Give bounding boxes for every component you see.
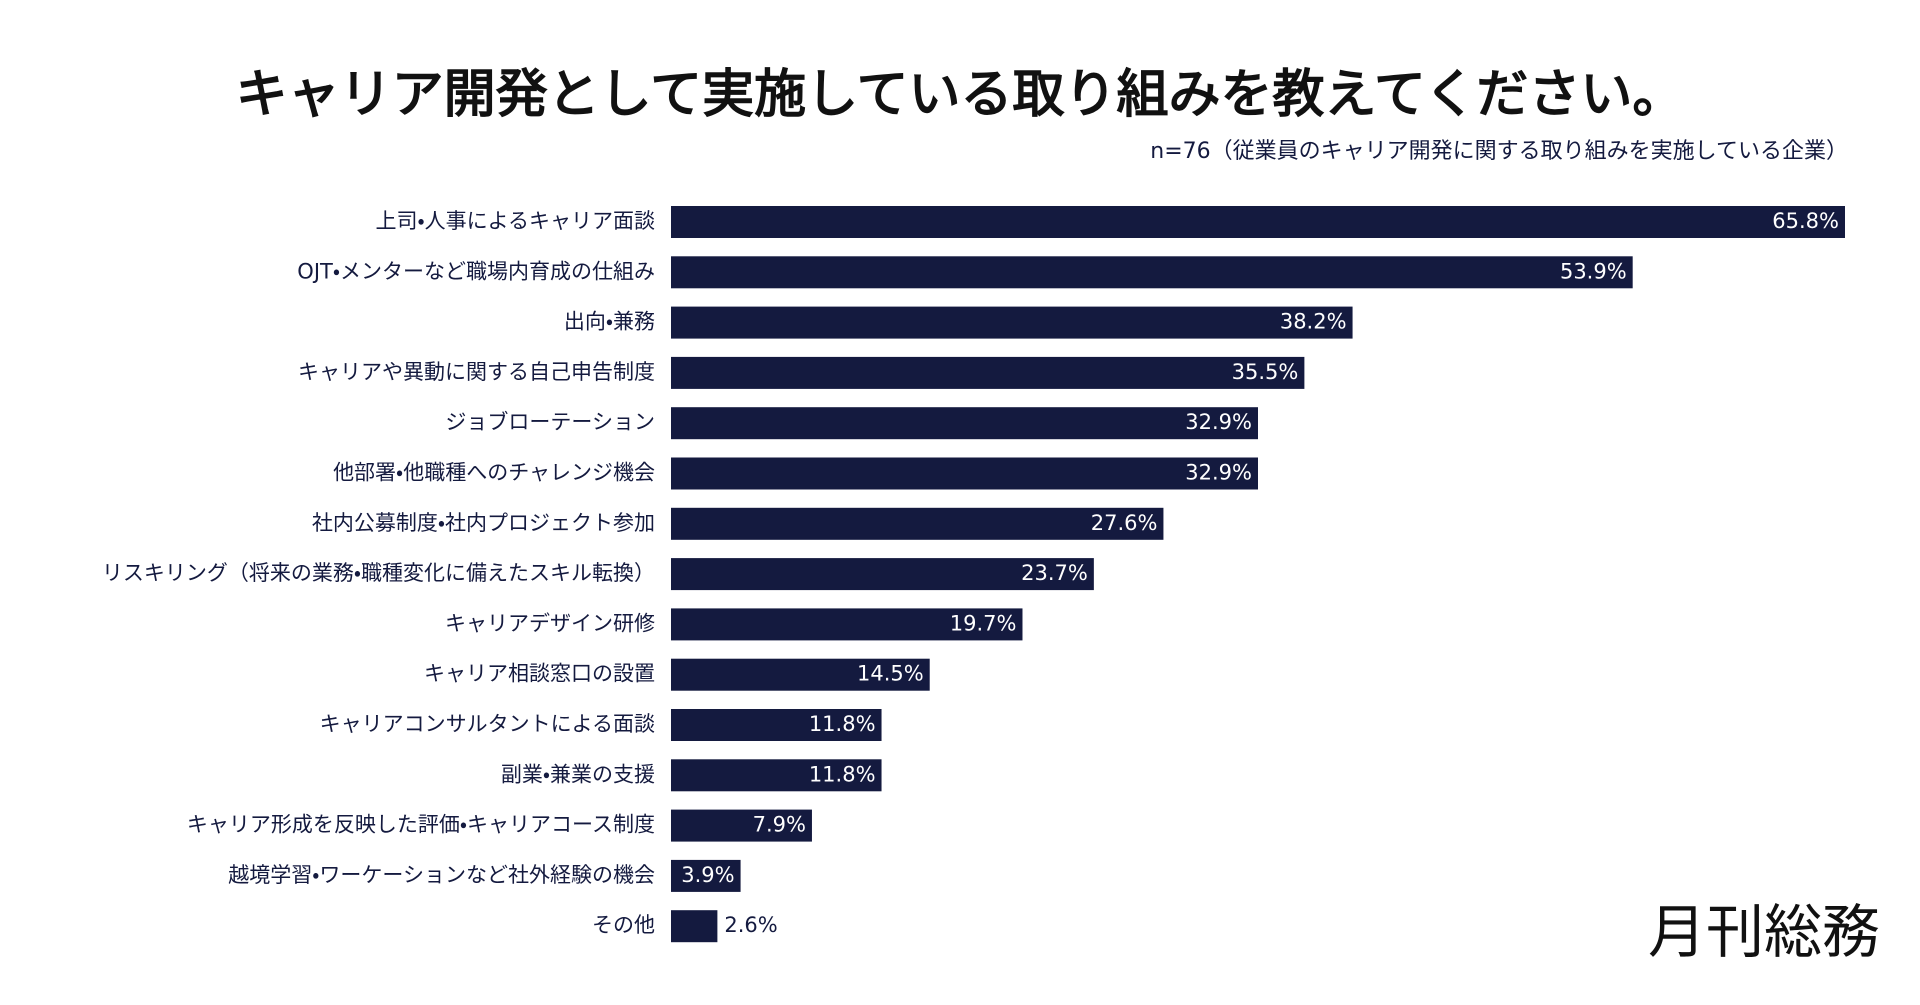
value-label: 32.9%	[1185, 410, 1252, 434]
value-label: 65.8%	[1772, 209, 1839, 233]
category-label: 他部署・他職種へのチャレンジ機会	[333, 461, 655, 485]
bar	[671, 306, 1353, 339]
category-label: 社内公募制度・社内プロジェクト参加	[312, 511, 655, 535]
subtitle: n=76（従業員のキャリア開発に関する取り組みを実施している企業）	[1150, 139, 1848, 164]
value-label: 14.5%	[857, 662, 924, 686]
category-label: 上司・人事によるキャリア面談	[375, 209, 655, 233]
category-label: キャリア相談窓口の設置	[424, 662, 655, 686]
bar	[671, 658, 930, 691]
bar	[671, 457, 1258, 490]
value-label: 11.8%	[809, 762, 876, 786]
value-label: 38.2%	[1280, 310, 1347, 334]
value-label: 35.5%	[1232, 360, 1299, 384]
bar	[671, 206, 1845, 238]
value-label: 7.9%	[753, 813, 806, 837]
category-label: 出向・兼務	[564, 310, 655, 334]
bar	[671, 356, 1305, 389]
bar	[671, 910, 718, 943]
value-label: 3.9%	[681, 863, 734, 887]
value-label: 11.8%	[809, 712, 876, 736]
value-label: 19.7%	[950, 611, 1017, 635]
category-label: リスキリング（将来の業務・職種変化に備えたスキル転換）	[102, 561, 655, 585]
value-label: 53.9%	[1560, 259, 1627, 283]
bar	[671, 558, 1094, 591]
value-label: 32.9%	[1185, 461, 1252, 485]
brand-logo: 月刊総務	[1648, 898, 1880, 966]
bar	[671, 809, 812, 842]
value-label: 27.6%	[1091, 511, 1158, 535]
category-label: その他	[592, 913, 655, 937]
category-label: ジョブローテーション	[445, 410, 655, 434]
bar	[671, 256, 1633, 289]
category-label: キャリア形成を反映した評価・キャリアコース制度	[187, 813, 655, 837]
category-label: OJT・メンターなど職場内育成の仕組み	[297, 259, 655, 283]
bar	[671, 507, 1164, 540]
value-label: 23.7%	[1021, 561, 1088, 585]
category-label: キャリアコンサルタントによる面談	[320, 712, 655, 736]
category-label: 越境学習・ワーケーションなど社外経験の機会	[228, 863, 655, 887]
bar	[671, 709, 882, 741]
bar	[671, 407, 1258, 440]
bar	[671, 608, 1023, 641]
value-label: 2.6%	[724, 913, 777, 937]
category-label: キャリアデザイン研修	[445, 611, 655, 635]
category-label: 副業・兼業の支援	[501, 762, 655, 786]
bar	[671, 759, 882, 792]
bar	[671, 859, 741, 892]
chart-title: キャリア開発として実施している取り組みを教えてください。	[236, 65, 1685, 125]
category-label: キャリアや異動に関する自己申告制度	[298, 360, 655, 384]
